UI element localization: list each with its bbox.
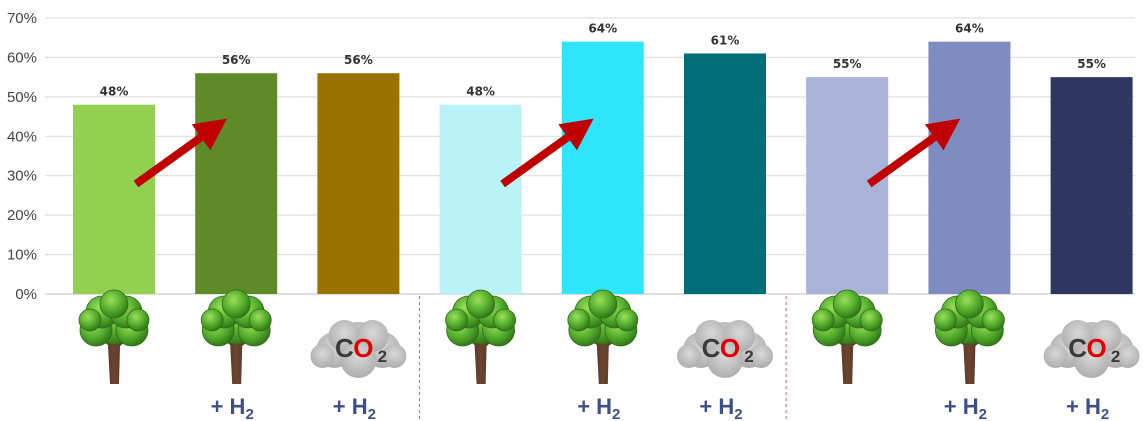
bar <box>928 41 1011 295</box>
trend-arrow <box>500 118 594 188</box>
y-tick-label: 30% <box>7 168 37 185</box>
data-label: 64% <box>588 22 617 36</box>
data-labels: 48% 56% 56% 48% 64% 61% 55% 64% 55% <box>100 22 1106 99</box>
y-tick-label: 10% <box>7 247 37 264</box>
co2-o-text: O <box>353 333 373 363</box>
data-label: 61% <box>711 33 740 47</box>
bar <box>195 73 278 294</box>
bar <box>439 104 522 294</box>
data-label: 64% <box>955 22 984 36</box>
y-tick-label: 60% <box>7 49 37 66</box>
tree-icon <box>567 289 639 384</box>
co2-c-text: C <box>702 333 721 363</box>
data-label: 55% <box>833 57 862 71</box>
y-tick-label: 50% <box>7 89 37 106</box>
tree-icon <box>445 289 517 384</box>
tree-icon <box>78 289 150 384</box>
h2-caption: + H2 <box>944 394 987 421</box>
co2-c-text: C <box>335 333 354 363</box>
bar <box>73 104 155 294</box>
bar <box>561 41 644 295</box>
data-label: 56% <box>344 53 373 67</box>
co2-subscript-text: 2 <box>378 347 387 366</box>
data-label: 56% <box>222 53 251 67</box>
data-label: 55% <box>1077 57 1106 71</box>
trend-arrows <box>133 118 961 188</box>
co2-o-text: O <box>720 333 740 363</box>
trend-arrow <box>133 118 227 188</box>
co2-c-text: C <box>1068 333 1087 363</box>
co2-subscript-text: 2 <box>744 347 753 366</box>
trend-arrow <box>866 118 961 188</box>
y-tick-label: 0% <box>15 286 37 303</box>
data-label: 48% <box>100 85 129 99</box>
co2-o-text: O <box>1086 333 1106 363</box>
h2-caption: + H2 <box>1066 394 1109 421</box>
y-tick-label: 70% <box>7 10 37 27</box>
data-label: 48% <box>466 85 495 99</box>
y-tick-label: 40% <box>7 128 37 145</box>
bar <box>1050 77 1133 295</box>
bar <box>317 73 400 294</box>
bars <box>73 41 1133 295</box>
h2-caption: + H2 <box>577 394 620 421</box>
category-captions: + H2 + H2 + H2 + H2 + H2 + H2 <box>211 394 1110 421</box>
bar <box>806 77 889 295</box>
y-tick-label: 20% <box>7 207 37 224</box>
co2-subscript-text: 2 <box>1111 347 1120 366</box>
tree-icon <box>200 289 272 384</box>
group-separators <box>419 296 787 421</box>
h2-caption: + H2 <box>333 394 376 421</box>
h2-caption: + H2 <box>211 394 254 421</box>
y-axis-ticks: 0% 10% 20% 30% 40% 50% 60% 70% <box>7 10 37 303</box>
tree-icon <box>811 289 883 384</box>
tree-icon <box>934 289 1005 384</box>
bar <box>684 53 766 294</box>
h2-caption: + H2 <box>699 394 742 421</box>
